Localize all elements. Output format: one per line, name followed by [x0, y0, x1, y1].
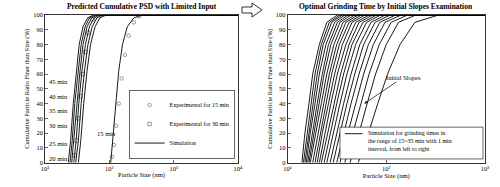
- svg-text:80: 80: [36, 41, 43, 48]
- svg-text:40: 40: [279, 100, 286, 107]
- svg-text:Simulation: Simulation: [170, 140, 196, 146]
- svg-text:10²: 10²: [382, 165, 391, 172]
- svg-text:10: 10: [36, 144, 43, 151]
- svg-text:10³: 10³: [481, 165, 490, 172]
- svg-text:30 min: 30 min: [49, 122, 68, 129]
- svg-text:10¹: 10¹: [283, 165, 292, 172]
- svg-text:Particle Size (nm): Particle Size (nm): [363, 172, 410, 180]
- svg-text:50: 50: [36, 85, 43, 92]
- svg-text:Simulation for grinding times: Simulation for grinding times inthe rang…: [368, 130, 452, 152]
- svg-text:70: 70: [36, 56, 43, 63]
- svg-text:10³: 10³: [169, 165, 178, 172]
- svg-text:60: 60: [36, 70, 43, 77]
- svg-text:35 min: 35 min: [49, 107, 68, 114]
- svg-text:40: 40: [36, 100, 43, 107]
- svg-text:20: 20: [36, 129, 43, 136]
- svg-text:Experimental for 30 min: Experimental for 30 min: [170, 121, 229, 127]
- svg-text:0: 0: [40, 159, 43, 166]
- svg-text:100: 100: [276, 11, 286, 18]
- svg-text:60: 60: [279, 70, 286, 77]
- svg-text:15 min: 15 min: [97, 130, 116, 137]
- svg-text:45 min: 45 min: [49, 78, 68, 85]
- svg-text:90: 90: [36, 26, 43, 33]
- svg-text:Optimal Grinding Time by Initi: Optimal Grinding Time by Initial Slopes …: [299, 2, 473, 11]
- svg-text:70: 70: [279, 56, 286, 63]
- svg-text:Predicted Cumulative PSD with: Predicted Cumulative PSD with Limited In…: [67, 2, 217, 11]
- svg-text:80: 80: [279, 41, 286, 48]
- svg-text:25 min: 25 min: [49, 140, 68, 147]
- svg-text:50: 50: [279, 85, 286, 92]
- svg-text:Experimental for 15 min: Experimental for 15 min: [170, 102, 229, 108]
- svg-text:90: 90: [279, 26, 286, 33]
- svg-text:30: 30: [36, 115, 43, 122]
- svg-text:0: 0: [282, 159, 285, 166]
- svg-text:Cumulative Particle Ratio Fine: Cumulative Particle Ratio Finer than Siz…: [266, 29, 274, 149]
- svg-text:10: 10: [279, 144, 286, 151]
- svg-text:Initial Slopes: Initial Slopes: [386, 74, 421, 81]
- svg-text:20: 20: [279, 129, 286, 136]
- svg-text:10⁴: 10⁴: [234, 165, 244, 172]
- svg-text:30: 30: [279, 115, 286, 122]
- svg-text:20 min: 20 min: [49, 155, 68, 162]
- svg-text:Cumulative Particle Ratio Fine: Cumulative Particle Ratio Finer than Siz…: [23, 29, 31, 149]
- svg-text:10²: 10²: [105, 165, 114, 172]
- svg-text:10¹: 10¹: [41, 165, 50, 172]
- svg-text:100: 100: [33, 11, 43, 18]
- svg-text:Particle Size (nm): Particle Size (nm): [118, 171, 165, 179]
- svg-text:40 min: 40 min: [49, 93, 68, 100]
